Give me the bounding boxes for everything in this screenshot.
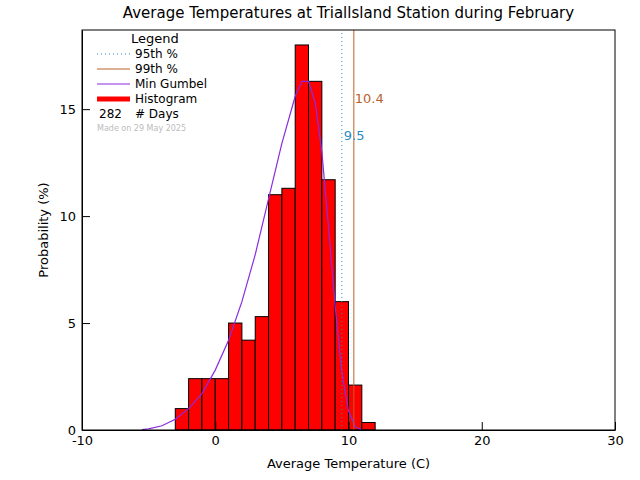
- title: Average Temperatures at Triallsland Stat…: [123, 4, 574, 22]
- x-tick: 20: [474, 422, 491, 448]
- histogram-bar: [242, 340, 255, 430]
- histogram-bar: [362, 423, 375, 430]
- x-tick: 30: [607, 422, 624, 448]
- x-tick: 0: [212, 422, 220, 448]
- percentile-label: 9.5: [344, 128, 365, 143]
- percentile-line: [341, 30, 342, 430]
- y-tick-mark: [82, 216, 90, 217]
- histogram-bar: [229, 323, 242, 430]
- y-axis-line: [82, 31, 83, 431]
- histogram-bar: [295, 45, 308, 430]
- histogram-bar: [255, 317, 268, 430]
- plot-frame: [82, 30, 615, 430]
- histogram-bar: [189, 379, 202, 430]
- y-axis-title: Probability (%): [36, 182, 51, 277]
- y-tick: 15: [59, 102, 90, 117]
- x-tick: 10: [341, 422, 358, 448]
- days-count: 282: [99, 107, 122, 121]
- histogram-bar: [322, 180, 335, 430]
- x-tick-label: 20: [474, 433, 491, 448]
- x-tick-label: 10: [341, 433, 358, 448]
- legend-label: 95th %: [135, 47, 178, 61]
- y-tick-label: 5: [68, 316, 76, 331]
- y-tick-mark: [82, 430, 90, 431]
- y-tick-label: 0: [68, 423, 76, 438]
- legend: Legend95th %99th %Min GumbelHistogram 282…: [97, 31, 207, 133]
- legend-label: Histogram: [135, 92, 197, 106]
- x-axis-title: Average Temperature (C): [267, 456, 430, 471]
- legend-swatch: [97, 53, 130, 54]
- x-tick-label: 0: [212, 433, 220, 448]
- x-tick-label: 30: [607, 433, 624, 448]
- x-tick-mark: [615, 422, 616, 430]
- legend-label: 99th %: [135, 62, 178, 76]
- days-label: # Days: [135, 107, 179, 121]
- y-tick: 10: [59, 209, 90, 224]
- percentile-line: [353, 30, 354, 430]
- x-tick-mark: [482, 422, 483, 430]
- y-tick-mark: [82, 109, 90, 110]
- histogram-bar: [215, 379, 228, 430]
- made-on-note: Made on 29 May 2025: [97, 124, 186, 133]
- y-tick: 5: [68, 316, 90, 331]
- y-axis: 0 5 10 15: [59, 31, 90, 438]
- histogram-bar: [175, 409, 188, 430]
- y-tick-label: 10: [59, 209, 76, 224]
- legend-swatch: [97, 97, 130, 102]
- histogram-bar: [282, 188, 295, 430]
- y-tick-label: 15: [59, 102, 76, 117]
- percentile-label: 10.4: [355, 91, 384, 106]
- legend-swatch: [97, 68, 130, 69]
- gumbel-line: [142, 81, 362, 430]
- y-tick: 0: [68, 423, 90, 438]
- x-axis-line: [83, 430, 616, 431]
- legend-label: Min Gumbel: [135, 77, 207, 91]
- x-tick-mark: [215, 422, 216, 430]
- x-axis: -100102030: [72, 422, 624, 448]
- legend-swatch: [97, 83, 130, 84]
- chart: Average Temperatures at Triallsland Stat…: [0, 0, 640, 480]
- histogram-bar: [202, 379, 215, 430]
- x-tick-mark: [349, 422, 350, 430]
- y-tick-mark: [82, 323, 90, 324]
- histogram-bar: [269, 195, 282, 430]
- histogram-bar: [349, 385, 362, 430]
- legend-title: Legend: [131, 31, 179, 46]
